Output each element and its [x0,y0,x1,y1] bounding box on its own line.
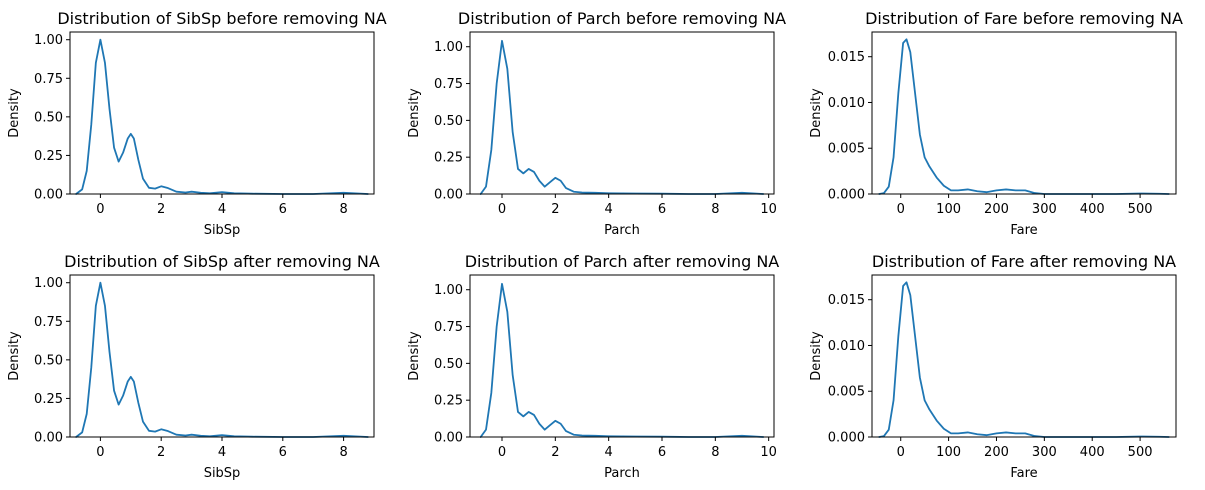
y-tick-label: 0.005 [828,385,865,400]
x-tick-label: 300 [1032,445,1057,460]
subplot-title: Distribution of Fare after removing NA [872,252,1176,271]
y-tick-label: 0.00 [434,431,463,446]
x-tick-label: 0 [96,202,104,217]
x-axis-label: SibSp [204,223,241,238]
x-tick-label: 200 [984,202,1009,217]
y-tick-label: 0.25 [434,151,463,166]
x-tick-label: 2 [551,445,559,460]
x-tick-label: 2 [551,202,559,217]
y-tick-label: 0.00 [434,188,463,203]
subplot-4: Distribution of SibSp after removing NA 0… [7,252,380,481]
y-tick-label: 0.75 [34,72,63,87]
x-tick-label: 8 [711,202,719,217]
y-axis-label: Density [809,88,824,138]
y-tick-label: 1.00 [34,276,63,291]
x-tick-label: 4 [218,202,226,217]
x-axis-label: SibSp [204,466,241,481]
x-tick-label: 4 [218,445,226,460]
y-tick-label: 0.000 [828,431,865,446]
y-tick-label: 0.010 [828,96,865,111]
x-tick-label: 0 [897,445,905,460]
x-tick-label: 0 [498,445,506,460]
x-tick-label: 2 [157,445,165,460]
x-axis-label: Parch [604,223,640,238]
x-tick-label: 6 [279,202,287,217]
y-tick-label: 0.75 [34,315,63,330]
subplot-title: Distribution of Parch after removing NA [465,252,780,271]
subplot-title: Distribution of Parch before removing NA [458,9,786,28]
y-tick-label: 0.50 [434,357,463,372]
subplot-3: Distribution of Fare before removing NA 0… [809,9,1183,238]
plot-frame [871,274,1177,438]
y-tick-label: 0.00 [34,188,63,203]
x-tick-label: 2 [157,202,165,217]
x-axis-label: Fare [1010,466,1037,481]
subplot-title: Distribution of SibSp after removing NA [64,252,380,271]
y-tick-label: 0.015 [828,293,865,308]
plot-frame [871,31,1177,195]
subplot-title: Distribution of Fare before removing NA [865,9,1183,28]
x-tick-label: 300 [1032,202,1057,217]
y-axis-label: Density [7,331,22,381]
x-tick-label: 500 [1128,445,1153,460]
x-tick-label: 6 [658,202,666,217]
x-tick-label: 100 [936,202,961,217]
y-tick-label: 0.010 [828,339,865,354]
x-tick-label: 4 [605,202,613,217]
y-tick-label: 0.75 [434,320,463,335]
y-tick-label: 0.25 [434,394,463,409]
x-tick-label: 8 [339,445,347,460]
y-tick-label: 0.50 [34,353,63,368]
x-tick-label: 10 [760,445,777,460]
x-tick-label: 0 [96,445,104,460]
subplot-2: Distribution of Parch before removing NA… [407,9,786,238]
x-tick-label: 400 [1080,202,1105,217]
subplot-5: Distribution of Parch after removing NA 0… [407,252,779,481]
y-tick-label: 0.25 [34,149,63,164]
x-tick-label: 6 [658,445,666,460]
y-tick-label: 0.000 [828,188,865,203]
x-tick-label: 400 [1080,445,1105,460]
y-axis-label: Density [7,88,22,138]
subplot-grid: Distribution of SibSp before removing NA… [7,9,1183,481]
x-tick-label: 0 [498,202,506,217]
x-tick-label: 10 [760,202,777,217]
y-axis-label: Density [809,331,824,381]
x-tick-label: 500 [1128,202,1153,217]
plot-frame [469,31,775,195]
x-axis-label: Parch [604,466,640,481]
y-tick-label: 1.00 [34,33,63,48]
subplot-title: Distribution of SibSp before removing NA [57,9,386,28]
y-tick-label: 1.00 [434,283,463,298]
y-tick-label: 0.50 [434,114,463,129]
plot-frame [469,274,775,438]
y-tick-label: 0.00 [34,431,63,446]
y-axis-label: Density [407,88,422,138]
y-axis-label: Density [407,331,422,381]
y-tick-label: 0.75 [434,77,463,92]
y-tick-label: 0.50 [34,110,63,125]
y-tick-label: 0.015 [828,50,865,65]
x-tick-label: 200 [984,445,1009,460]
y-tick-label: 0.25 [34,392,63,407]
x-tick-label: 8 [711,445,719,460]
x-axis-label: Fare [1010,223,1037,238]
subplot-6: Distribution of Fare after removing NA 0 1… [809,252,1177,481]
x-tick-label: 6 [279,445,287,460]
x-tick-label: 4 [605,445,613,460]
x-tick-label: 0 [897,202,905,217]
y-tick-label: 1.00 [434,40,463,55]
y-tick-label: 0.005 [828,142,865,157]
x-tick-label: 100 [936,445,961,460]
subplot-1: Distribution of SibSp before removing NA… [7,9,387,238]
x-tick-label: 8 [339,202,347,217]
